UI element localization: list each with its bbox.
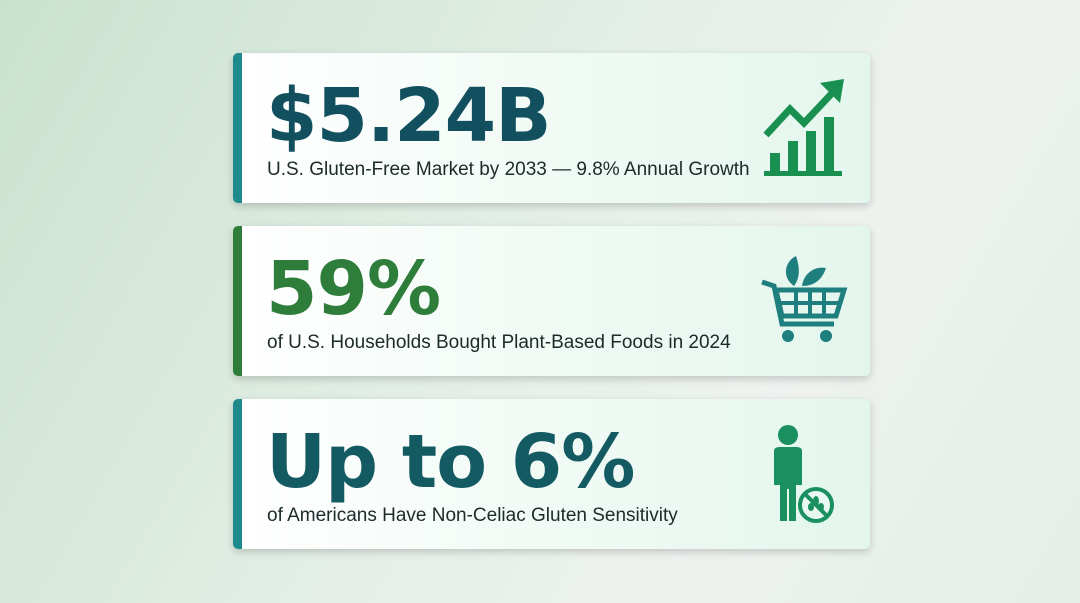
stat-subtitle: of Americans Have Non-Celiac Gluten Sens… [267, 505, 678, 526]
accent-bar [233, 226, 242, 376]
stat-card-market: $5.24B U.S. Gluten-Free Market by 2033 —… [233, 53, 870, 203]
person-no-gluten-icon [774, 425, 834, 523]
stat-card-households: 59% of U.S. Households Bought Plant-Base… [233, 226, 870, 376]
stat-subtitle: of U.S. Households Bought Plant-Based Fo… [267, 332, 731, 353]
stat-card-sensitivity: Up to 6% of Americans Have Non-Celiac Gl… [233, 399, 870, 549]
growth-chart-icon [763, 79, 844, 176]
accent-bar [233, 53, 242, 203]
stat-value: Up to 6% [266, 419, 635, 505]
stat-value: 59% [266, 246, 441, 332]
stat-subtitle: U.S. Gluten-Free Market by 2033 — 9.8% A… [267, 159, 750, 180]
accent-bar [233, 399, 242, 549]
stat-value: $5.24B [266, 73, 551, 159]
shopping-cart-leaf-icon [761, 256, 848, 342]
